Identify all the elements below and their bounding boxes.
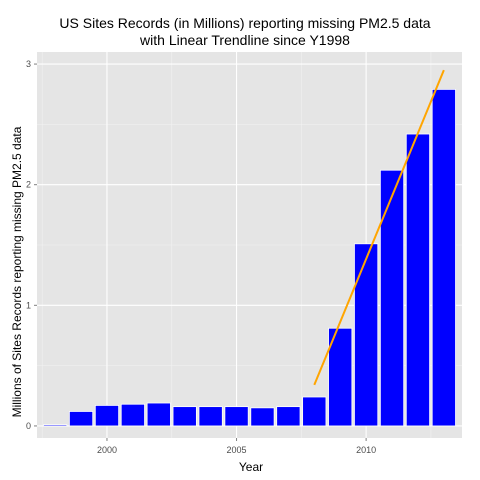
y-axis: 0 1 2 3: [26, 59, 37, 431]
x-axis: 2000 2005 2010: [97, 438, 376, 455]
bar: [431, 88, 456, 427]
chart-title-line-1: US Sites Records (in Millions) reporting…: [59, 15, 430, 31]
trendline: [313, 69, 445, 386]
x-tick-label: 2005: [227, 445, 247, 455]
y-tick-label: 3: [26, 59, 31, 69]
x-tick-label: 2010: [356, 445, 376, 455]
y-axis-label: Millions of Sites Records reporting miss…: [10, 126, 24, 417]
x-tick-label: 2000: [97, 445, 117, 455]
trendline-group: [313, 69, 445, 386]
bar: [405, 133, 431, 427]
x-axis-label: Year: [239, 460, 263, 474]
bar: [328, 327, 353, 427]
bar: [120, 403, 145, 427]
bar: [250, 407, 275, 427]
y-tick-label: 1: [26, 300, 31, 310]
bar: [198, 406, 223, 427]
bar: [224, 406, 249, 427]
y-tick-label: 2: [26, 180, 31, 190]
bar: [379, 169, 405, 427]
bar: [43, 424, 68, 427]
bar: [354, 243, 379, 427]
bar: [68, 411, 94, 427]
y-tick-label: 0: [26, 421, 31, 431]
chart-title-line-2: with Linear Trendline since Y1998: [139, 32, 350, 48]
bar: [276, 406, 301, 427]
bar: [94, 405, 120, 427]
bar: [302, 396, 327, 427]
bar: [146, 402, 171, 427]
bar: [172, 406, 197, 427]
